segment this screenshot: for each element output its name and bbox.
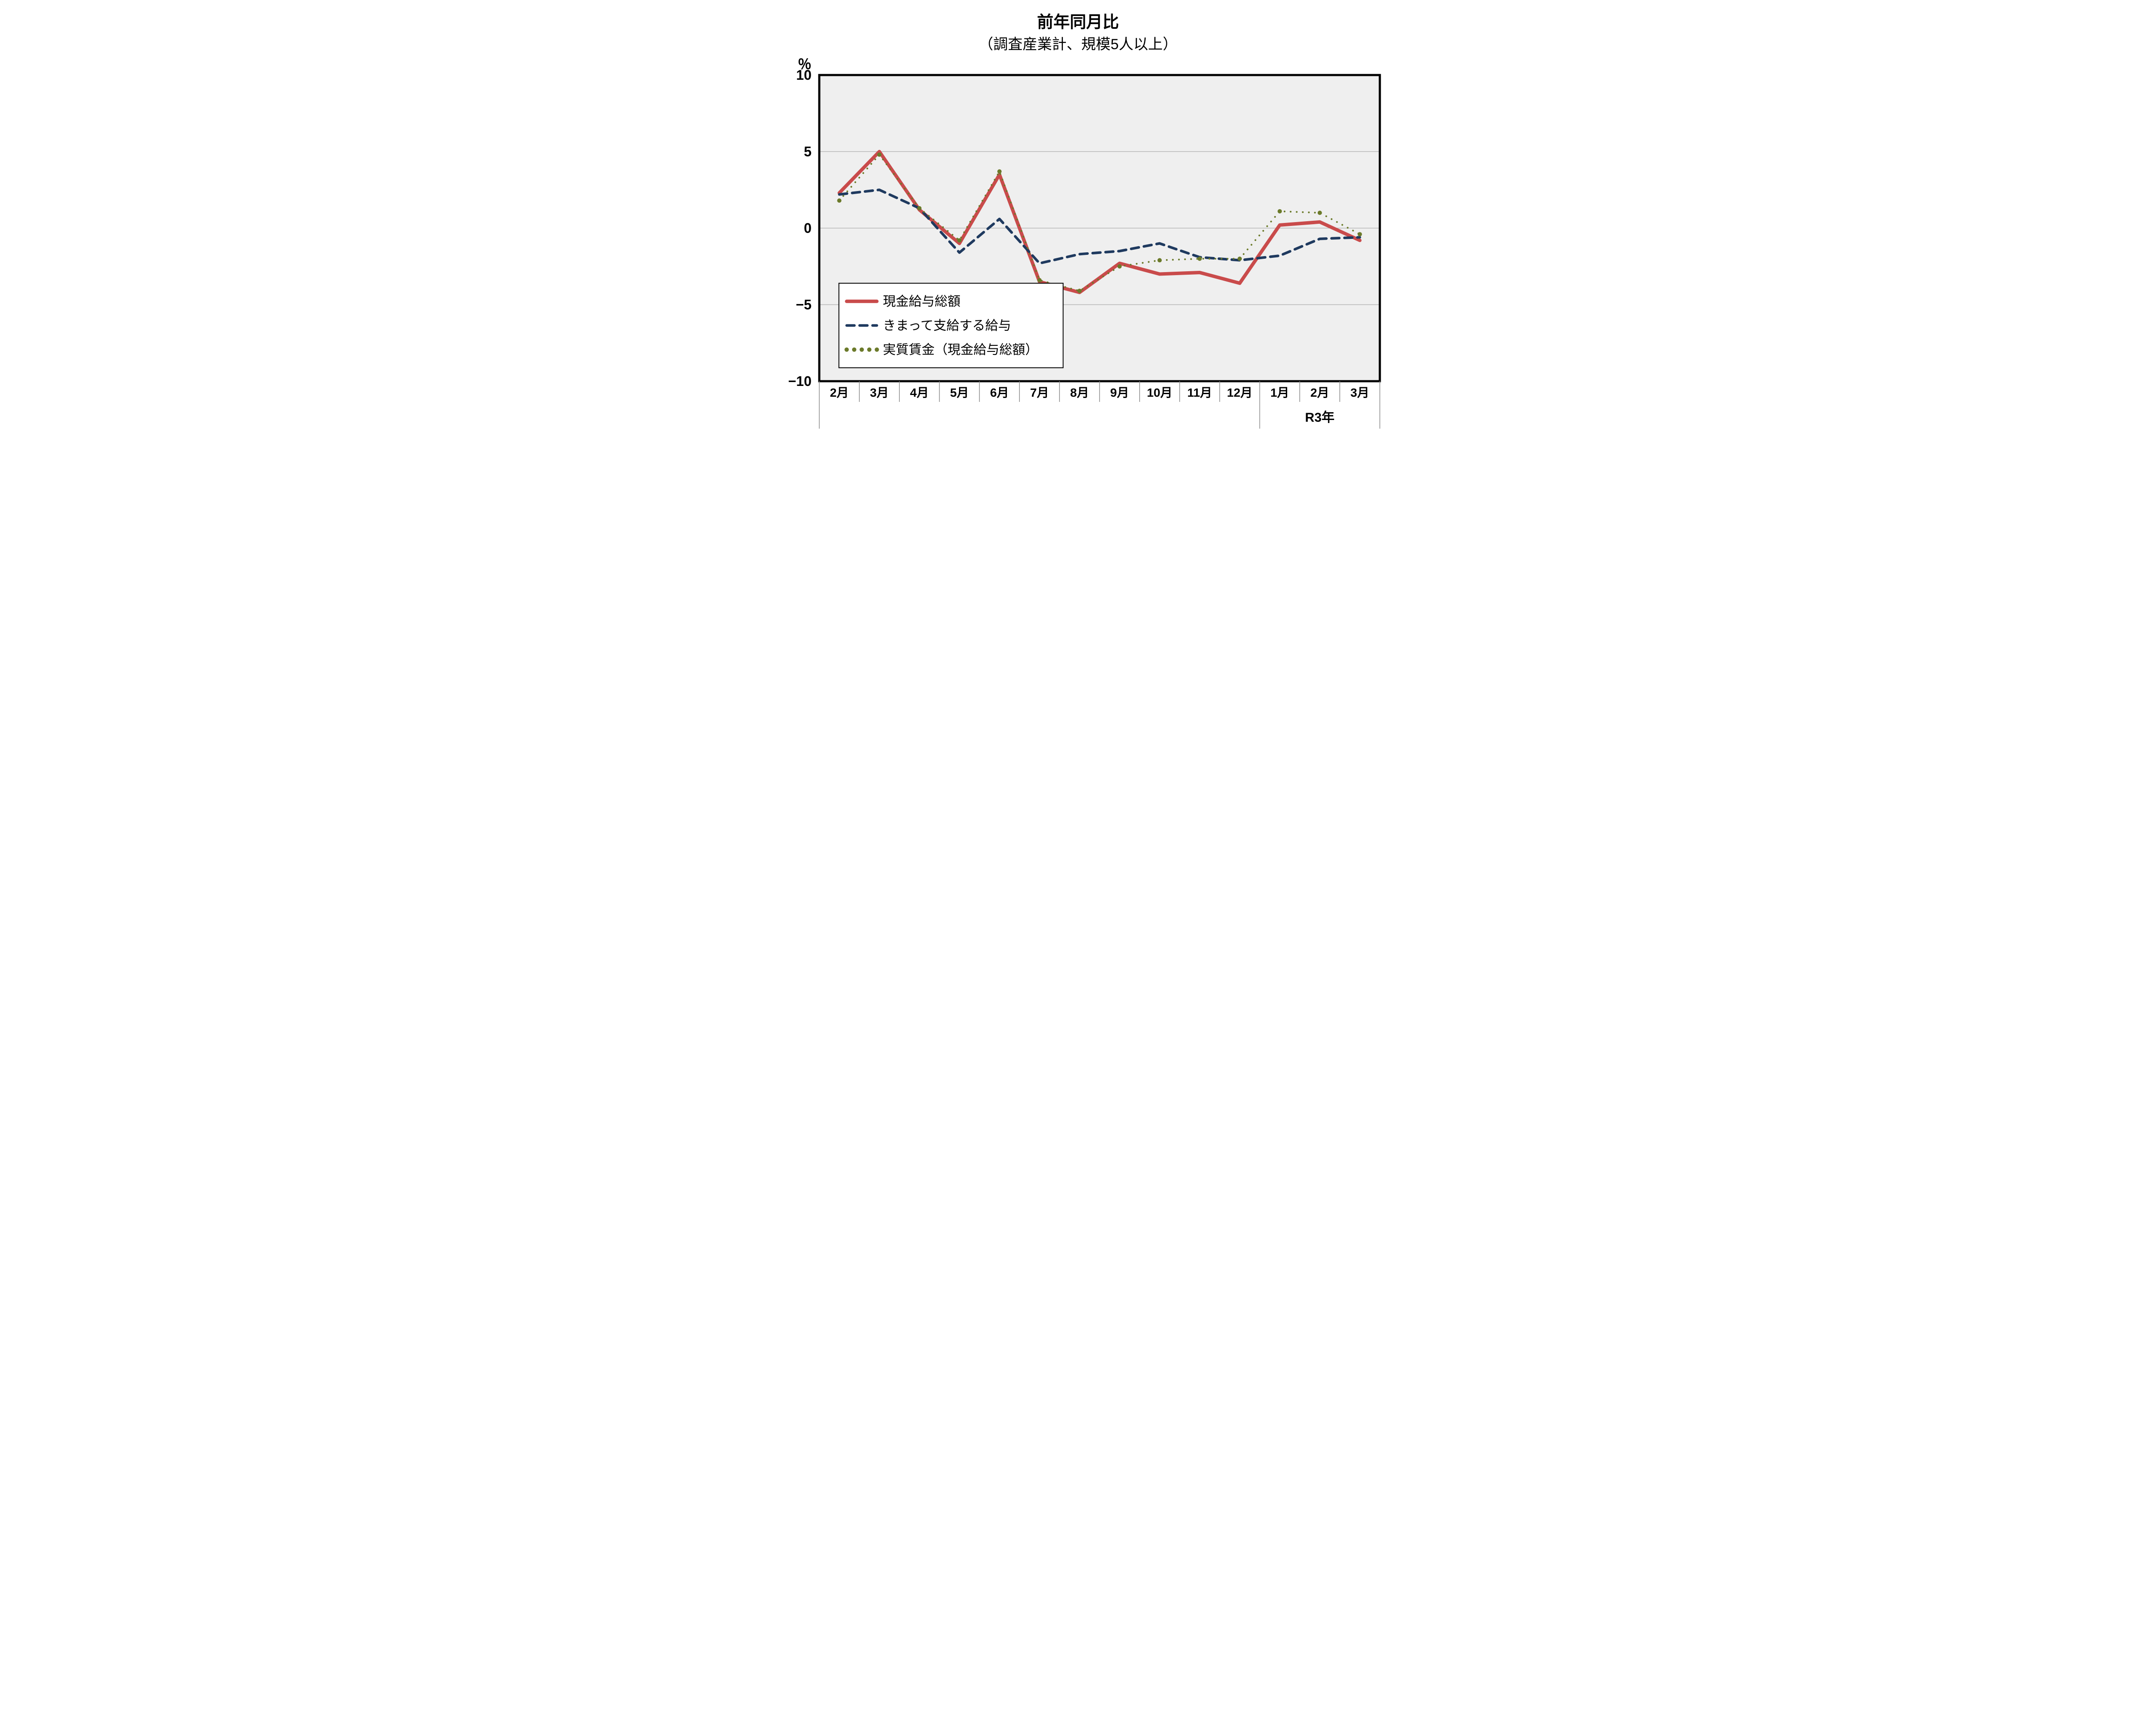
svg-text:4月: 4月 — [910, 386, 929, 399]
svg-text:12月: 12月 — [1227, 386, 1252, 399]
svg-text:きまって支給する給与: きまって支給する給与 — [883, 319, 1011, 333]
svg-text:3月: 3月 — [870, 386, 889, 399]
svg-text:9月: 9月 — [1110, 386, 1129, 399]
svg-text:−10: −10 — [788, 373, 812, 389]
svg-text:−5: −5 — [796, 297, 812, 313]
svg-text:現金給与総額: 現金給与総額 — [883, 295, 961, 309]
svg-text:2月: 2月 — [1310, 386, 1329, 399]
chart-title: 前年同月比 — [763, 9, 1393, 32]
svg-text:5: 5 — [804, 144, 812, 160]
svg-text:実質賃金（現金給与総額）: 実質賃金（現金給与総額） — [883, 343, 1038, 357]
svg-text:R3年: R3年 — [1305, 411, 1335, 425]
chart-container: 前年同月比 （調査産業計、規模5人以上） −10−50510％2月3月4月5月6… — [763, 9, 1393, 442]
svg-text:8月: 8月 — [1070, 386, 1089, 399]
svg-text:5月: 5月 — [950, 386, 969, 399]
svg-text:7月: 7月 — [1030, 386, 1049, 399]
svg-text:10月: 10月 — [1147, 386, 1172, 399]
svg-text:2月: 2月 — [830, 386, 849, 399]
svg-text:6月: 6月 — [990, 386, 1009, 399]
svg-text:1月: 1月 — [1270, 386, 1289, 399]
svg-text:11月: 11月 — [1187, 386, 1212, 399]
svg-text:0: 0 — [804, 220, 812, 236]
svg-text:％: ％ — [798, 56, 812, 72]
chart-subtitle: （調査産業計、規模5人以上） — [763, 32, 1393, 53]
line-chart: −10−50510％2月3月4月5月6月7月8月9月10月11月12月1月2月3… — [763, 53, 1393, 442]
svg-text:3月: 3月 — [1351, 386, 1369, 399]
